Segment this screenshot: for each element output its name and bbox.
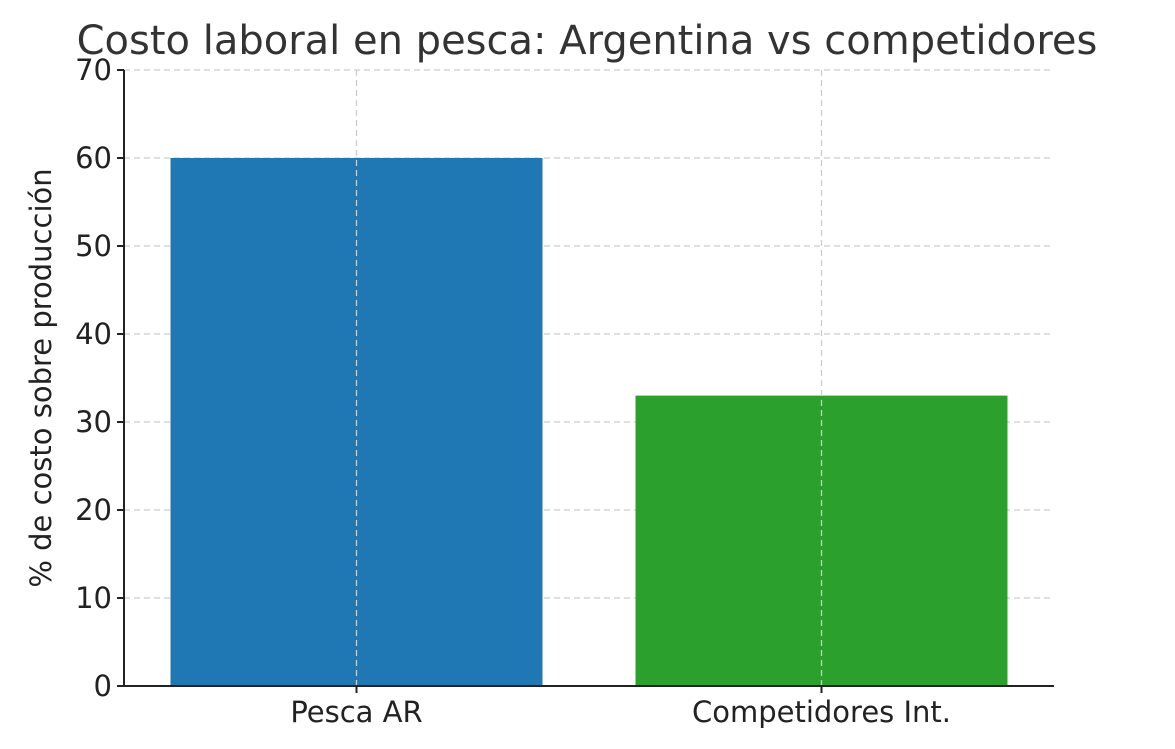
chart-title: Costo laboral en pesca: Argentina vs com… [77, 18, 1098, 64]
y-tick-label: 0 [94, 669, 112, 703]
y-tick-label: 10 [75, 581, 112, 615]
y-tick-label: 40 [75, 317, 112, 351]
y-tick-label: 50 [75, 229, 112, 263]
x-ticks: Pesca AR Competidores Int. [290, 686, 951, 729]
y-tick-label: 70 [75, 53, 112, 87]
y-axis-label: % de costo sobre producción [24, 168, 58, 587]
y-tick-label: 60 [75, 141, 112, 175]
y-tick-label: 30 [75, 405, 112, 439]
y-ticks: 0 10 20 30 40 50 60 70 [75, 53, 124, 703]
x-tick-label: Competidores Int. [692, 695, 951, 729]
x-tick-label: Pesca AR [290, 695, 422, 729]
axes [123, 70, 1054, 687]
vertical-grid [355, 70, 823, 686]
y-tick-label: 20 [75, 493, 112, 527]
